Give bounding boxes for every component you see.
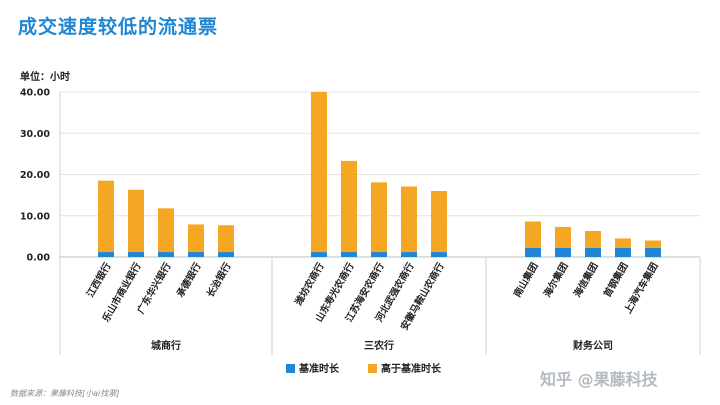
y-tick-label: 40.00 (20, 88, 50, 99)
x-tick-label: 承德银行 (174, 260, 204, 299)
bar-segment (188, 224, 204, 253)
x-tick-label: 潍坊农商行 (292, 260, 326, 308)
bar-segment (98, 180, 114, 253)
y-tick-label: 20.00 (20, 170, 50, 181)
bar-segment (555, 226, 571, 248)
x-tick-label: 南山集团 (511, 261, 540, 300)
bar-segment (128, 252, 144, 257)
bar-segment (371, 252, 387, 257)
bar-segment (401, 186, 417, 253)
bar-segment (401, 252, 417, 257)
bar-segment (128, 189, 144, 253)
bar-segment (341, 160, 357, 253)
x-tick-label: 海尔集团 (541, 261, 570, 300)
bar-segment (311, 92, 327, 253)
page-title: 成交速度较低的流通票 (18, 16, 219, 38)
bar-segment (188, 252, 204, 257)
y-tick-label: 30.00 (20, 129, 50, 140)
unit-label: 单位：小时 (20, 72, 70, 83)
x-tick-label: 长治银行 (204, 260, 234, 299)
bar-segment (645, 240, 661, 248)
watermark: 知乎 @果藤科技 (540, 370, 658, 389)
bar-segment (431, 252, 447, 257)
legend-swatch (368, 364, 377, 373)
bar-segment (218, 252, 234, 257)
bar-segment (371, 182, 387, 253)
bar-segment (341, 252, 357, 257)
data-source-note: 数据来源：果藤科技[小ai找票] (10, 389, 120, 398)
bar-segment (311, 252, 327, 257)
bar-segment (585, 231, 601, 248)
legend-swatch (286, 364, 295, 373)
y-tick-label: 10.00 (20, 211, 50, 222)
bar-segment (218, 225, 234, 253)
bar-segment (98, 252, 114, 257)
bar-segment (158, 208, 174, 253)
x-tick-label: 首钢集团 (601, 261, 630, 300)
bar-segment (645, 247, 661, 257)
bar-segment (431, 191, 447, 253)
bar-segment (158, 252, 174, 257)
bar-segment (525, 221, 541, 248)
bar-segment (525, 247, 541, 257)
x-tick-label: 海信集团 (571, 261, 600, 300)
bar-segment (615, 247, 631, 257)
bar-segment (555, 247, 571, 257)
group-label: 三农行 (364, 339, 394, 352)
y-tick-label: 0.00 (27, 253, 51, 264)
group-label: 财务公司 (572, 339, 613, 352)
bar-segment (615, 238, 631, 248)
group-label: 城商行 (151, 339, 181, 352)
bar-segment (585, 247, 601, 257)
legend-label: 高于基准时长 (381, 362, 442, 375)
x-tick-label: 江西银行 (84, 260, 114, 299)
legend-label: 基准时长 (298, 362, 340, 375)
